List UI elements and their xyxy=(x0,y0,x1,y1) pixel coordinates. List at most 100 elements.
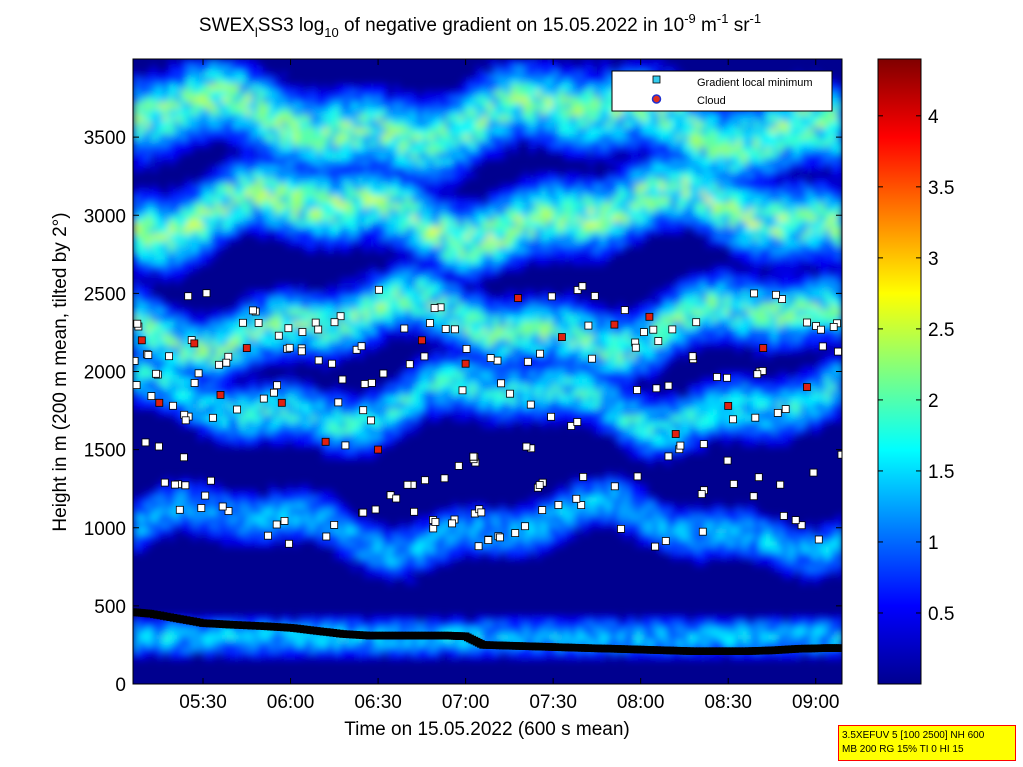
heatmap-cell xyxy=(552,184,559,191)
heatmap-cell xyxy=(393,227,400,235)
heatmap-cell xyxy=(534,121,542,129)
heatmap-cell xyxy=(517,302,524,310)
heatmap-cell xyxy=(245,427,252,435)
heatmap-cell xyxy=(322,134,329,141)
heatmap-cell xyxy=(239,502,246,510)
heatmap-cell xyxy=(233,102,240,110)
heatmap-cell xyxy=(150,102,158,110)
heatmap-cell xyxy=(138,634,146,641)
heatmap-cell xyxy=(398,227,406,235)
heatmap-cell xyxy=(381,152,388,160)
heatmap-cell xyxy=(387,109,394,116)
heatmap-cell xyxy=(133,165,140,173)
heatmap-cell xyxy=(227,215,234,223)
heatmap-cell xyxy=(463,259,471,266)
heatmap-cell xyxy=(357,452,364,460)
heatmap-cell xyxy=(192,496,199,504)
heatmap-cell xyxy=(286,240,294,248)
heatmap-cell xyxy=(357,296,364,304)
heatmap-cell xyxy=(138,96,146,104)
heatmap-cell xyxy=(505,115,512,123)
heatmap-cell xyxy=(138,377,146,385)
heatmap-cell xyxy=(215,346,223,354)
heatmap-cell xyxy=(558,65,565,73)
heatmap-cell xyxy=(381,234,388,241)
heatmap-cell xyxy=(404,571,412,579)
heatmap-cell xyxy=(203,427,211,435)
heatmap-cell xyxy=(534,221,542,229)
heatmap-cell xyxy=(434,290,441,298)
heatmap-cell xyxy=(499,371,506,379)
heatmap-cell xyxy=(381,209,388,216)
heatmap-cell xyxy=(186,184,193,191)
heatmap-cell xyxy=(351,134,359,141)
heatmap-cell xyxy=(469,552,477,560)
heatmap-cell xyxy=(469,159,477,166)
heatmap-cell xyxy=(292,327,299,335)
heatmap-cell xyxy=(298,234,305,241)
heatmap-cell xyxy=(463,84,471,91)
heatmap-cell xyxy=(268,484,276,491)
heatmap-cell xyxy=(570,621,577,629)
heatmap-cell xyxy=(463,402,471,410)
heatmap-cell xyxy=(298,227,305,235)
heatmap-cell xyxy=(499,621,506,629)
heatmap-cell xyxy=(133,302,140,310)
heatmap-cell xyxy=(198,215,205,223)
heatmap-cell xyxy=(168,327,175,335)
heatmap-cell xyxy=(452,527,459,535)
heatmap-cell xyxy=(387,240,394,248)
heatmap-cell xyxy=(174,627,181,635)
heatmap-cell xyxy=(221,65,229,73)
heatmap-cell xyxy=(475,240,483,248)
heatmap-cell xyxy=(398,240,406,248)
heatmap-cell xyxy=(322,109,329,116)
heatmap-cell xyxy=(298,140,305,148)
heatmap-cell xyxy=(263,302,270,310)
heatmap-cell xyxy=(227,434,234,441)
heatmap-cell xyxy=(558,384,565,391)
heatmap-cell xyxy=(576,127,583,135)
heatmap-cell xyxy=(203,221,211,229)
heatmap-cell xyxy=(174,396,181,404)
heatmap-cell xyxy=(133,615,140,623)
heatmap-cell xyxy=(387,296,394,304)
heatmap-cell xyxy=(351,540,359,548)
heatmap-cell xyxy=(298,96,305,104)
heatmap-cell xyxy=(422,521,429,529)
heatmap-cell xyxy=(257,90,264,98)
heatmap-cell xyxy=(328,446,335,454)
heatmap-cell xyxy=(310,509,317,516)
heatmap-cell xyxy=(162,359,169,366)
heatmap-cell xyxy=(180,90,187,98)
heatmap-cell xyxy=(168,159,175,166)
heatmap-cell xyxy=(511,646,518,654)
heatmap-cell xyxy=(434,384,441,391)
heatmap-cell xyxy=(564,127,571,135)
heatmap-cell xyxy=(298,202,305,210)
heatmap-cell xyxy=(168,252,175,260)
heatmap-cell xyxy=(446,615,453,623)
heatmap-cell xyxy=(558,215,565,223)
heatmap-cell xyxy=(576,115,583,123)
heatmap-cell xyxy=(138,527,146,535)
heatmap-cell xyxy=(257,177,264,185)
heatmap-cell xyxy=(174,334,181,341)
heatmap-cell xyxy=(517,515,524,523)
heatmap-cell xyxy=(251,134,258,141)
heatmap-cell xyxy=(198,90,205,98)
heatmap-cell xyxy=(322,390,329,398)
heatmap-cell xyxy=(333,302,341,310)
heatmap-cell xyxy=(458,284,465,291)
heatmap-cell xyxy=(263,121,270,129)
heatmap-cell xyxy=(564,521,571,529)
heatmap-cell xyxy=(286,171,294,179)
heatmap-cell xyxy=(493,265,500,273)
heatmap-cell xyxy=(546,340,554,348)
heatmap-cell xyxy=(375,521,382,529)
heatmap-cell xyxy=(369,540,376,548)
heatmap-cell xyxy=(174,390,181,398)
heatmap-cell xyxy=(180,515,187,523)
heatmap-cell xyxy=(339,84,347,91)
heatmap-cell xyxy=(339,140,347,148)
